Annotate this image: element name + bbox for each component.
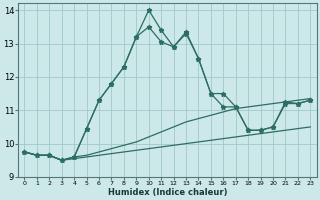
X-axis label: Humidex (Indice chaleur): Humidex (Indice chaleur) [108, 188, 227, 197]
